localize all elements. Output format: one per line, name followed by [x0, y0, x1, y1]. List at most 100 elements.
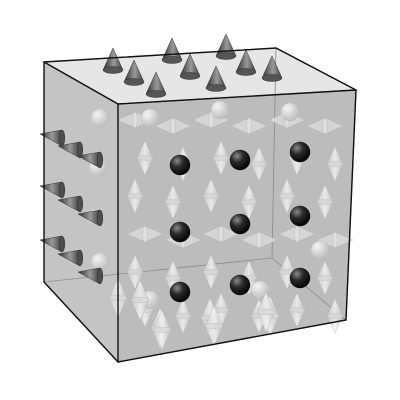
top-cone-base — [161, 56, 183, 64]
ghost-double-cone — [130, 279, 150, 321]
top-cone — [123, 59, 145, 86]
ghost-double-cone-rim — [288, 307, 306, 313]
left-cone — [39, 129, 66, 147]
interior-ghost-markers — [86, 100, 354, 349]
left-cone — [39, 181, 66, 199]
left-cone-base — [76, 141, 84, 159]
ghost-sphere — [280, 102, 300, 122]
ghost-double-cone — [326, 146, 344, 182]
ghost-double-cone — [316, 184, 334, 220]
ghost-double-cone — [288, 292, 306, 328]
ghost-double-cone-rim — [256, 231, 262, 249]
sphere — [289, 141, 311, 163]
left-cone — [57, 195, 84, 213]
ghost-double-cone-rim — [278, 193, 296, 199]
ghost-sphere — [250, 280, 270, 300]
cube-hidden-edge — [271, 47, 277, 259]
bottom-double-cone-rim — [256, 309, 276, 315]
top-cone — [179, 53, 201, 80]
ghost-double-cone-rim — [164, 275, 182, 281]
left-cone-base — [96, 267, 104, 285]
ghost-double-cone-rim — [174, 313, 192, 319]
left-cone — [77, 151, 104, 169]
ghost-double-cone-rim — [316, 199, 334, 205]
left-cone-base — [76, 195, 84, 213]
ghost-double-cone — [154, 117, 192, 135]
left-cone-base — [58, 235, 66, 253]
ghost-double-cone-rim — [332, 231, 338, 249]
ghost-double-cone — [126, 225, 164, 243]
ghost-double-cone-rim — [130, 297, 150, 303]
bottom-double-cone — [256, 291, 276, 333]
sphere — [229, 274, 251, 296]
top-cone-base — [145, 90, 167, 98]
ghost-double-cone-rim — [250, 161, 268, 167]
bottom-face-cones — [108, 277, 276, 351]
top-cone — [205, 65, 227, 92]
top-cone — [261, 55, 283, 82]
ghost-double-cone — [174, 298, 192, 334]
top-cone-base — [179, 72, 201, 80]
ghost-double-cone — [240, 184, 258, 220]
left-cone — [77, 267, 104, 285]
left-cone-base — [96, 151, 104, 169]
top-face-cones — [102, 33, 283, 98]
ghost-double-cone — [278, 225, 316, 243]
ghost-double-cone-rim — [240, 199, 258, 205]
top-cone-base — [102, 66, 124, 74]
cube-front-edges — [43, 47, 357, 363]
left-cone-base — [76, 249, 84, 267]
top-cone — [102, 47, 124, 74]
ghost-double-cone-rim — [294, 225, 300, 243]
ghost-sphere — [310, 240, 330, 260]
top-cone-base — [215, 52, 237, 60]
ghost-double-cone-rim — [136, 155, 154, 161]
bottom-double-cone-rim — [204, 323, 224, 329]
ghost-double-cone-rim — [164, 199, 182, 205]
top-cone-base — [235, 68, 257, 76]
top-cone — [145, 71, 167, 98]
top-cone-base — [261, 74, 283, 82]
ghost-double-cone — [306, 117, 344, 135]
ghost-double-cone-rim — [132, 111, 138, 129]
ghost-double-cone-rim — [322, 117, 328, 135]
sphere — [169, 281, 191, 303]
sphere — [169, 154, 191, 176]
left-cone — [77, 209, 104, 227]
ghost-double-cone-rim — [326, 161, 344, 167]
sphere — [289, 205, 311, 227]
cube-left-face — [43, 61, 119, 364]
top-cone — [215, 33, 237, 60]
front-face-spheres — [169, 141, 311, 303]
ghost-double-cone — [278, 178, 296, 214]
ghost-double-cone — [240, 231, 278, 249]
ghost-double-cone-rim — [316, 275, 334, 281]
ghost-double-cone — [212, 140, 230, 176]
left-cone — [39, 235, 66, 253]
left-cone — [57, 249, 84, 267]
left-cone-base — [58, 181, 66, 199]
bottom-double-cone — [152, 309, 172, 351]
ghost-double-cone — [202, 178, 220, 214]
left-cone-base — [96, 209, 104, 227]
ghost-double-cone-rim — [208, 111, 214, 129]
sphere — [229, 213, 251, 235]
ghost-double-cone — [202, 254, 220, 290]
ghost-double-cone — [164, 184, 182, 220]
ghost-sphere — [140, 108, 160, 128]
ghost-double-cone-rim — [126, 193, 144, 199]
ghost-double-cone-rim — [246, 117, 252, 135]
ghost-double-cone — [326, 298, 344, 334]
ghost-double-cone — [126, 254, 144, 290]
cube-back-faces — [42, 47, 358, 364]
cube-outline — [43, 47, 357, 363]
top-cone — [235, 49, 257, 76]
sphere — [229, 149, 251, 171]
ghost-double-cone — [136, 140, 154, 176]
left-cone — [57, 141, 84, 159]
ghost-double-cone — [316, 260, 334, 296]
ghost-sphere — [210, 100, 230, 120]
ghost-double-cone-rim — [218, 225, 224, 243]
